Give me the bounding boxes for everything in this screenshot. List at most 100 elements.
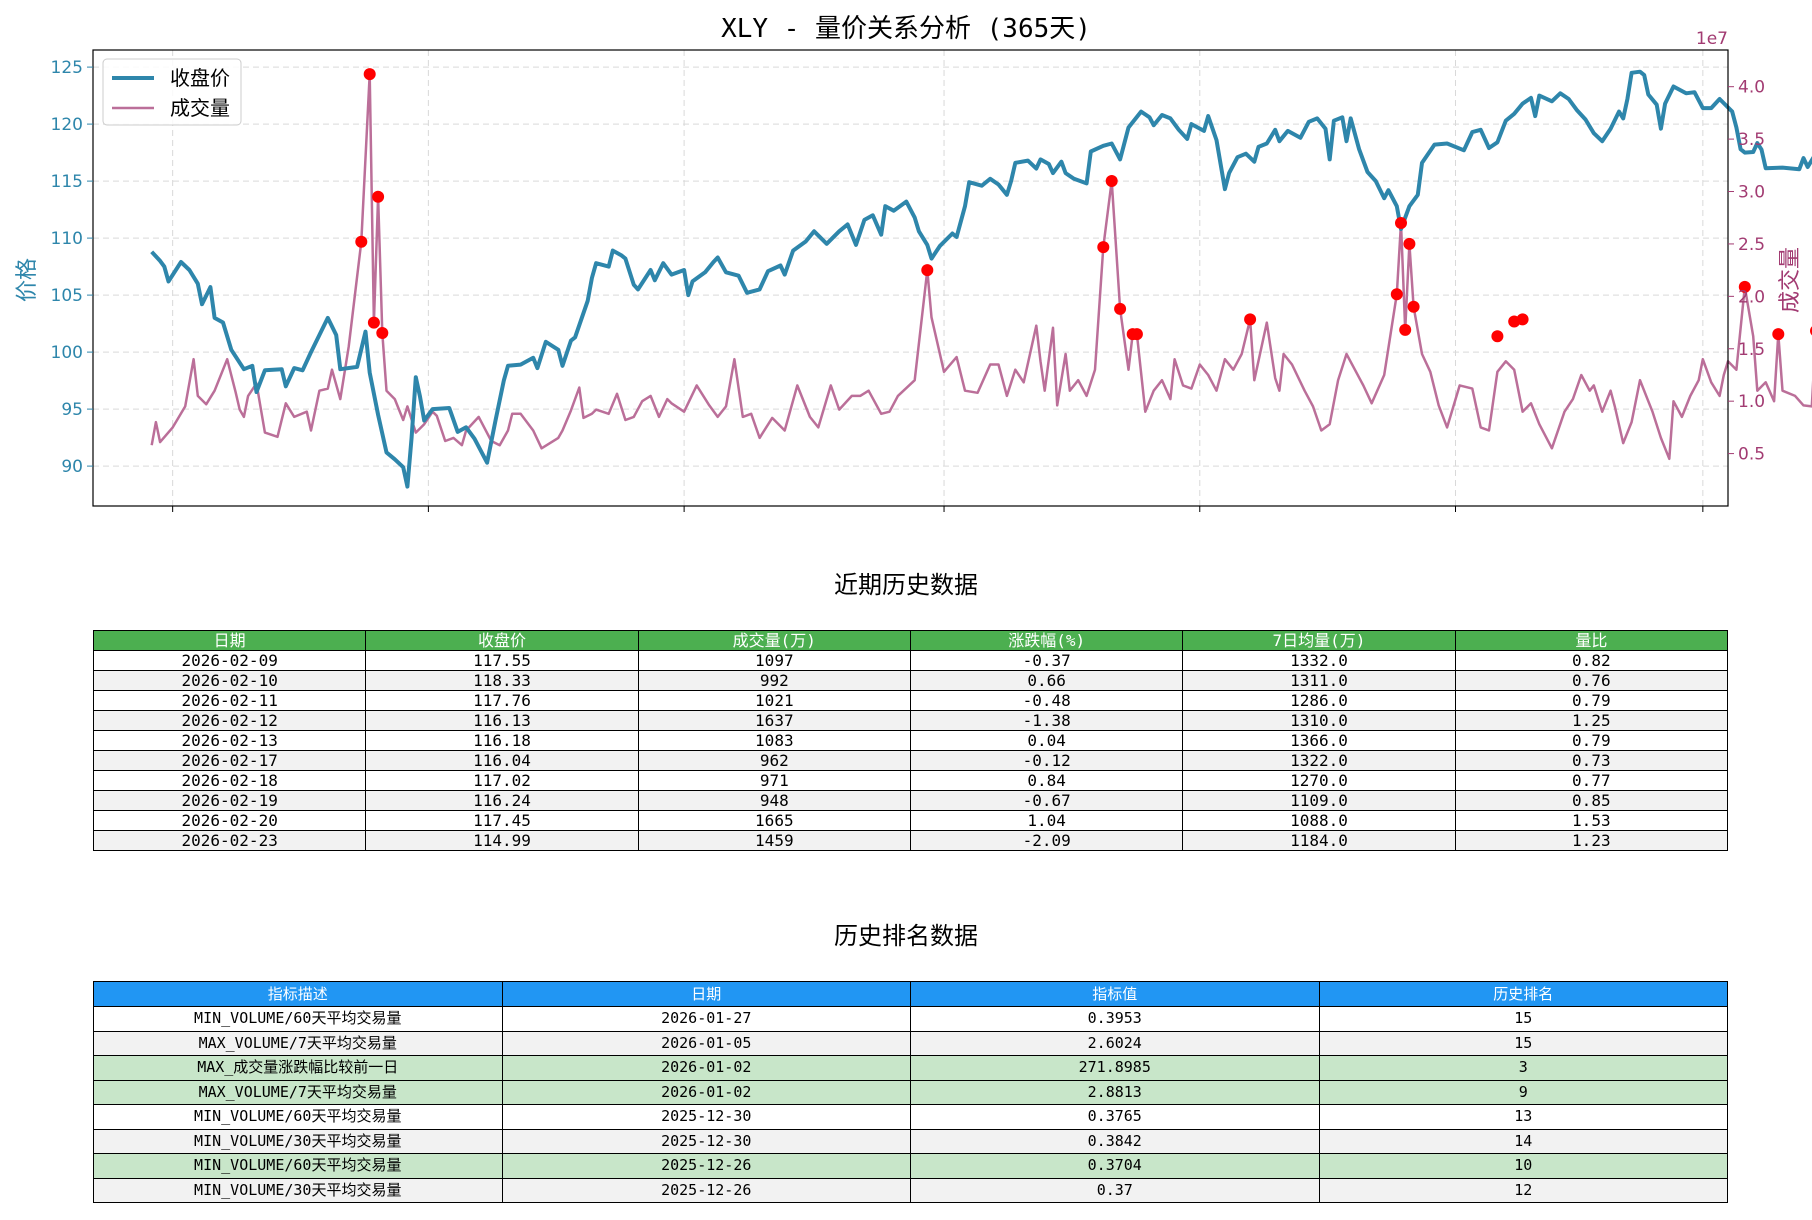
legend: 收盘价 成交量 — [102, 58, 242, 126]
y-left-tick-label: 115 — [51, 172, 83, 192]
rank-section-title: 历史排名数据 — [834, 922, 978, 950]
table-cell: 0.84 — [909, 770, 1184, 791]
table-cell: 1.23 — [1454, 830, 1729, 851]
table-cell: 2025-12-26 — [501, 1153, 911, 1179]
x-tick-label: 2025-07 — [648, 519, 720, 520]
volume-spike-marker — [1130, 328, 1143, 341]
table-cell: 2026-02-17 — [92, 750, 367, 771]
column-header: 收盘价 — [365, 630, 639, 651]
table-cell: 14 — [1318, 1128, 1728, 1154]
column-header: 日期 — [92, 630, 367, 651]
table-cell: 2.6024 — [910, 1030, 1320, 1056]
table-cell: 117.76 — [365, 690, 639, 711]
x-tick-label: 2025-03 — [137, 519, 209, 520]
table-cell: 1083 — [637, 730, 911, 751]
rank-table-header: 指标描述 日期 指标值 历史排名 — [93, 981, 1728, 1007]
table-cell: 1322.0 — [1182, 750, 1456, 771]
y-right-tick-label: 2.0 — [1738, 287, 1765, 307]
y-left-tick-label: 125 — [51, 58, 83, 78]
table-cell: 15 — [1318, 1030, 1728, 1056]
volume-spike-marker — [1403, 237, 1416, 250]
table-cell: 0.3953 — [910, 1006, 1320, 1032]
volume-spike-marker — [355, 235, 368, 248]
volume-spike-marker — [1390, 288, 1403, 301]
table-cell: MIN_VOLUME/30天平均交易量 — [93, 1177, 503, 1203]
volume-spike-marker — [376, 327, 389, 339]
volume-spike-marker — [921, 264, 934, 277]
volume-spike-marker — [1244, 313, 1257, 326]
table-cell: 1088.0 — [1182, 810, 1456, 831]
x-axis: 2025-03 2025-05 2025-07 2025-09 2025-11 2026-… — [137, 506, 1739, 520]
table-row: 2026-02-19 116.24 948 -0.67 1109.0 0.85 — [92, 790, 1729, 811]
column-header: 量比 — [1454, 630, 1729, 651]
price-line — [150, 69, 1812, 489]
y-axis-right: 0.5 1.0 1.5 2.0 2.5 3.0 3.5 4.0 — [1728, 78, 1765, 465]
column-header: 历史排名 — [1318, 981, 1728, 1007]
volume-spike-marker — [367, 316, 380, 329]
volume-spike-marker — [1772, 328, 1785, 341]
table-cell: 0.77 — [1454, 770, 1729, 791]
table-cell: 948 — [637, 790, 911, 811]
table-row: MAX_VOLUME/7天平均交易量 2026-01-05 2.6024 15 — [93, 1030, 1728, 1056]
table-row: 2026-02-09 117.55 1097 -0.37 1332.0 0.82 — [92, 650, 1729, 671]
table-cell: 0.85 — [1454, 790, 1729, 811]
table-row: MIN_VOLUME/30天平均交易量 2025-12-30 0.3842 14 — [93, 1128, 1728, 1154]
table-cell: -2.09 — [909, 830, 1184, 851]
plot-frame — [92, 49, 1729, 507]
volume-spike-markers — [355, 68, 1812, 343]
y-left-tick-label: 105 — [51, 286, 83, 306]
volume-spike-marker — [363, 68, 376, 81]
table-cell: 2026-02-09 — [92, 650, 367, 671]
table-cell: 15 — [1318, 1006, 1728, 1032]
table-row: 2026-02-10 118.33 992 0.66 1311.0 0.76 — [92, 670, 1729, 691]
volume-spike-marker — [1399, 323, 1412, 336]
x-tick-label: 2025-11 — [1164, 519, 1236, 520]
x-tick-label: 2026-01 — [1420, 519, 1492, 520]
table-cell: 9 — [1318, 1079, 1728, 1105]
table-cell: 118.33 — [365, 670, 639, 691]
table-cell: 1286.0 — [1182, 690, 1456, 711]
volume-spike-marker — [1395, 217, 1407, 229]
table-cell: MIN_VOLUME/60天平均交易量 — [93, 1006, 503, 1032]
table-cell: 0.82 — [1454, 650, 1729, 671]
table-cell: 1311.0 — [1182, 670, 1456, 691]
table-cell: 1366.0 — [1182, 730, 1456, 751]
volume-spike-marker — [1491, 330, 1504, 343]
table-cell: 1.25 — [1454, 710, 1729, 731]
table-cell: 1.04 — [909, 810, 1184, 831]
table-cell: 12 — [1318, 1177, 1728, 1203]
column-header: 指标值 — [910, 981, 1320, 1007]
table-cell: MIN_VOLUME/30天平均交易量 — [93, 1128, 503, 1154]
table-cell: -0.48 — [909, 690, 1184, 711]
y-right-tick-label: 1.5 — [1738, 340, 1765, 360]
chart-title: XLY - 量价关系分析 (365天) — [721, 14, 1091, 44]
y-left-tick-label: 110 — [51, 229, 83, 249]
table-cell: MAX_VOLUME/7天平均交易量 — [93, 1079, 503, 1105]
volume-spike-marker — [1105, 175, 1118, 187]
y-left-tick-label: 90 — [61, 457, 83, 477]
x-tick-label: 2026-03 — [1667, 519, 1739, 520]
table-cell: 2025-12-30 — [501, 1128, 911, 1154]
table-cell: 0.66 — [909, 670, 1184, 691]
grid-lines — [93, 50, 1728, 506]
table-cell: 2026-02-23 — [92, 830, 367, 851]
table-cell: 962 — [637, 750, 911, 771]
column-header: 指标描述 — [93, 981, 503, 1007]
table-cell: MAX_成交量涨跌幅比较前一日 — [93, 1055, 503, 1081]
table-row: 2026-02-17 116.04 962 -0.12 1322.0 0.73 — [92, 750, 1729, 771]
table-cell: 116.13 — [365, 710, 639, 731]
y-right-tick-label: 4.0 — [1738, 78, 1765, 98]
table-cell: 13 — [1318, 1104, 1728, 1130]
table-cell: 2026-02-11 — [92, 690, 367, 711]
table-cell: 116.18 — [365, 730, 639, 751]
table-cell: 0.3704 — [910, 1153, 1320, 1179]
table-cell: 10 — [1318, 1153, 1728, 1179]
y-right-tick-label: 3.5 — [1738, 130, 1765, 150]
table-cell: 2.8813 — [910, 1079, 1320, 1105]
table-cell: 1109.0 — [1182, 790, 1456, 811]
table-cell: 116.04 — [365, 750, 639, 771]
table-cell: 1665 — [637, 810, 911, 831]
table-cell: 1.53 — [1454, 810, 1729, 831]
volume-spike-marker — [1114, 302, 1127, 315]
table-cell: 1184.0 — [1182, 830, 1456, 851]
